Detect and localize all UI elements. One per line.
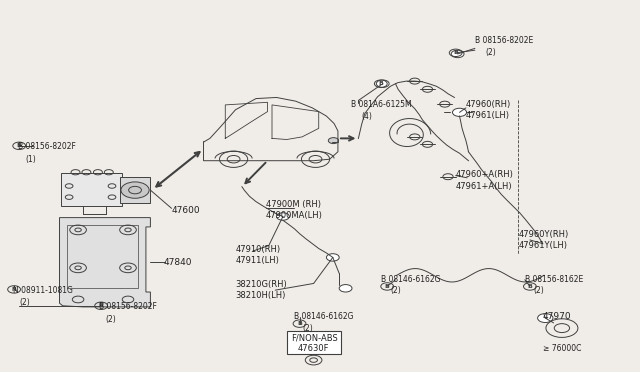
Text: B: B [453,50,458,55]
Circle shape [339,285,352,292]
Text: B 08156-8162E: B 08156-8162E [525,275,583,284]
Text: (2): (2) [534,286,545,295]
Text: B 08156-8202F: B 08156-8202F [18,142,76,151]
Circle shape [276,213,289,220]
Circle shape [451,50,464,58]
Circle shape [326,254,339,261]
Text: 47960Y(RH): 47960Y(RH) [518,230,569,239]
Circle shape [452,108,467,116]
Text: 47900M (RH): 47900M (RH) [266,200,321,209]
Text: 47910(RH): 47910(RH) [236,245,281,254]
Text: (1): (1) [26,155,36,164]
Text: 47961Y(LH): 47961Y(LH) [518,241,568,250]
Circle shape [376,80,389,87]
Text: B 08146-6162G: B 08146-6162G [294,312,354,321]
Text: 47961+A(LH): 47961+A(LH) [456,182,512,190]
Bar [120,177,150,203]
Text: F/NON-ABS: F/NON-ABS [291,333,338,342]
Text: (2): (2) [19,298,30,307]
Circle shape [121,182,149,198]
Text: N: N [12,287,17,292]
Polygon shape [60,218,150,307]
Text: B 08146-6162G: B 08146-6162G [381,275,441,284]
Text: 47840: 47840 [163,258,192,267]
Text: 47900MA(LH): 47900MA(LH) [266,211,323,220]
Text: B 08156-8202F: B 08156-8202F [99,302,157,311]
Text: N 08911-1081G: N 08911-1081G [13,286,73,295]
Text: B: B [385,284,390,289]
Circle shape [328,138,339,144]
Text: B: B [527,284,532,289]
Text: B: B [99,303,104,308]
Text: 47960(RH): 47960(RH) [466,100,511,109]
Text: 47960+A(RH): 47960+A(RH) [456,170,513,179]
Text: B 081A6-6125M: B 081A6-6125M [351,100,412,109]
Text: (2): (2) [302,324,313,333]
Text: B: B [17,143,22,148]
Bar [61,173,122,206]
Text: B 08156-8202E: B 08156-8202E [475,36,533,45]
Text: ≥ 76000C: ≥ 76000C [543,344,581,353]
Bar [67,225,138,288]
Bar [287,331,341,354]
Text: 47630F: 47630F [298,344,329,353]
Text: 47600: 47600 [172,206,200,215]
Text: (2): (2) [106,315,116,324]
Text: (2): (2) [485,48,496,57]
Circle shape [538,314,553,323]
Text: 47911(LH): 47911(LH) [236,256,280,265]
Text: (4): (4) [362,112,372,121]
Text: (2): (2) [390,286,401,295]
Text: 38210G(RH): 38210G(RH) [236,280,287,289]
Text: 47961(LH): 47961(LH) [466,111,510,120]
Text: B: B [378,81,383,86]
Text: B: B [297,321,302,326]
Text: 47970: 47970 [543,312,572,321]
Text: 38210H(LH): 38210H(LH) [236,291,286,300]
